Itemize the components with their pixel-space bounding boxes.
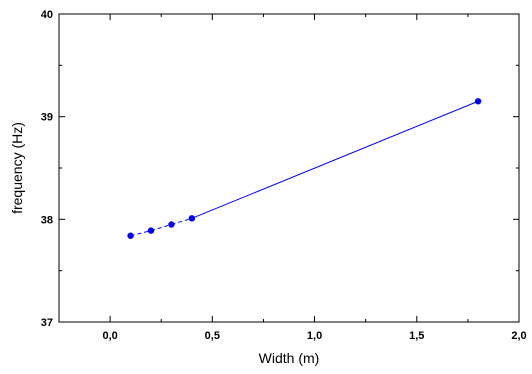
data-point — [147, 227, 155, 234]
series-line-segment — [150, 223, 172, 232]
plot-frame — [58, 13, 520, 323]
data-point — [188, 215, 196, 222]
data-point — [168, 221, 175, 228]
x-tick-label: 2,0 — [511, 330, 526, 342]
series-line-segment — [171, 217, 193, 225]
tick-labels-group: 0,0 0,5 1,0 1,5 2,0 37 38 39 40 — [41, 9, 527, 342]
series-line-segment — [130, 230, 152, 237]
series-line-segment — [191, 100, 479, 219]
x-tick-label: 0,5 — [205, 330, 220, 342]
data-point — [474, 98, 482, 105]
y-tick-label: 37 — [41, 317, 53, 329]
x-tick-label: 1,5 — [409, 330, 424, 342]
data-point — [127, 232, 134, 239]
series-group — [127, 98, 482, 239]
x-tick-label: 1,0 — [307, 330, 322, 342]
x-tick-label: 0,0 — [102, 330, 117, 342]
y-tick-label: 38 — [41, 214, 53, 226]
x-axis-label: Width (m) — [259, 350, 320, 366]
y-axis-label: frequency (Hz) — [9, 122, 25, 214]
y-tick-label: 39 — [41, 112, 53, 124]
y-tick-label: 40 — [41, 9, 53, 21]
ticks-group — [59, 13, 520, 323]
